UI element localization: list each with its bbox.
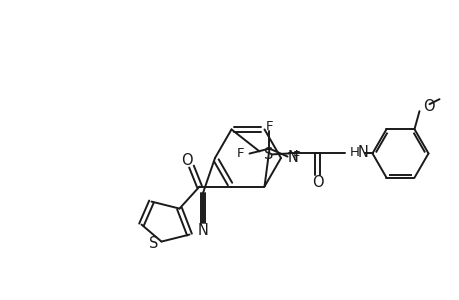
Text: N: N [357,145,368,160]
Text: H: H [349,146,358,159]
Text: O: O [423,99,434,114]
Text: O: O [311,175,323,190]
Text: N: N [197,224,208,238]
Text: S: S [264,147,273,162]
Text: F: F [265,120,273,133]
Text: F: F [236,147,244,160]
Text: O: O [180,153,192,168]
Text: N: N [287,151,298,166]
Text: F: F [292,150,299,163]
Text: S: S [149,236,158,251]
